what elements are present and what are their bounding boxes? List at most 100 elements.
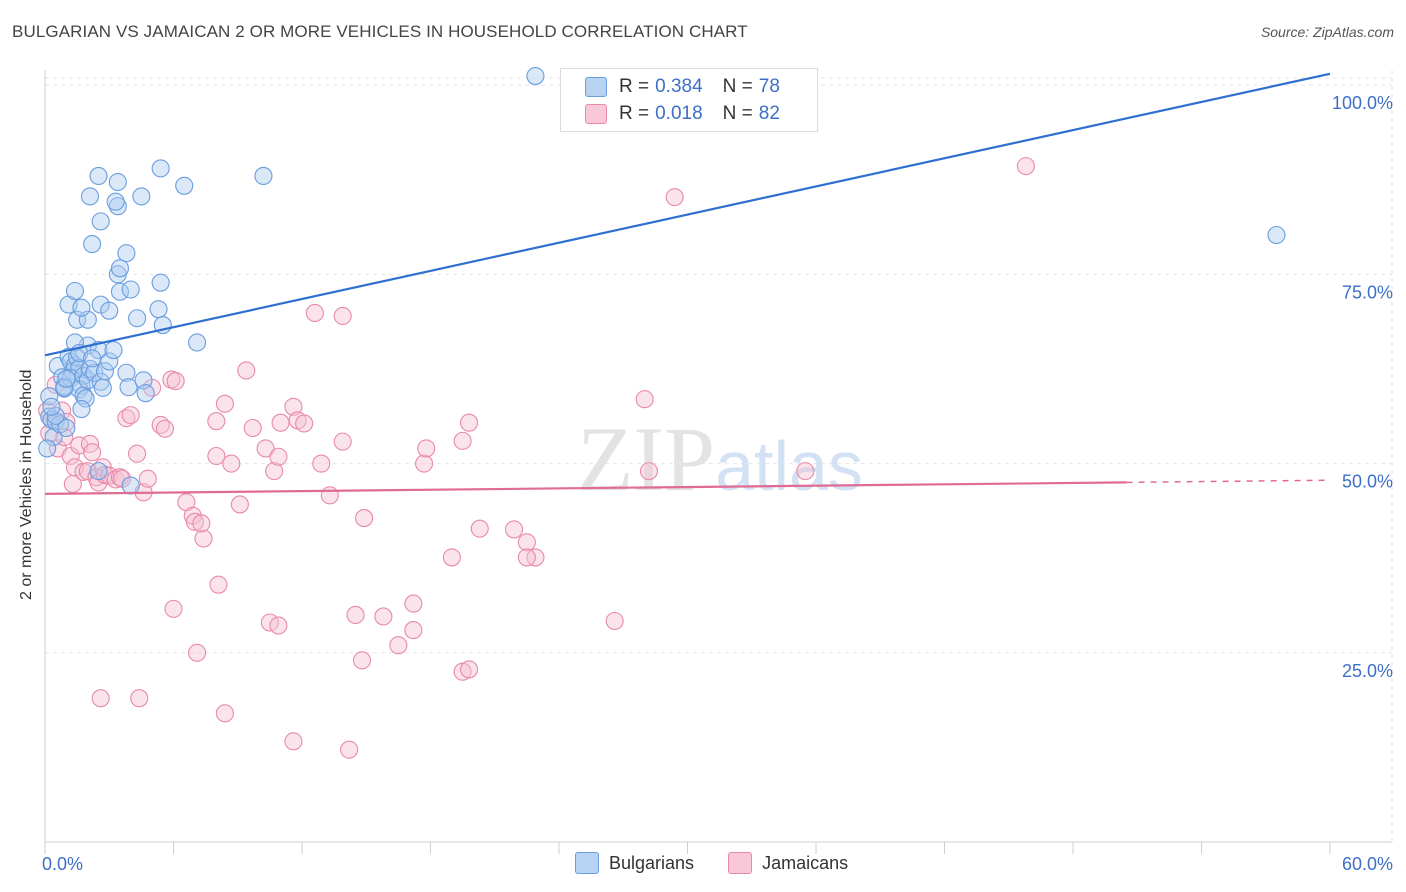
jamaicans-point [128,444,147,463]
jamaicans-point [155,419,174,438]
bulgarians-point [38,439,57,458]
bulgarians-point [72,400,91,419]
jamaicans-point [665,188,684,207]
legend-item-bulgarians[interactable]: Bulgarians [575,852,694,874]
bulgarians-point [254,166,273,186]
bulgarians-point [117,244,136,263]
jamaicans-point [83,443,102,462]
jamaicans-point [91,689,110,708]
jamaicans-point [459,660,479,679]
jamaicans-point [333,432,352,451]
bulgarians-point [89,166,108,186]
bulgarians-point [80,187,100,206]
jamaicans-point [185,512,204,531]
tick-labels: 100.0% 75.0% 50.0% 25.0% 0.0% 60.0% [42,93,1393,874]
jamaicans-point [605,611,624,631]
jamaicans-point [389,636,408,655]
legend-swatch-bulgarians [585,77,607,97]
jamaicans-point [269,447,288,466]
bulgarians-point [117,363,136,382]
bulgarians-point [110,282,130,301]
bulgarians-point [108,172,127,192]
jamaicans-point [504,520,524,539]
bulgarians-point [72,298,91,317]
legend-item-jamaicans[interactable]: Jamaicans [728,852,848,874]
jamaicans-point [138,469,157,488]
bulgarians-point [132,187,151,206]
legend-n-label: N = [722,76,753,97]
chart-title: BULGARIAN VS JAMAICAN 2 OR MORE VEHICLES… [12,22,748,41]
jamaicans-point [271,413,290,432]
jamaicans-point [374,607,393,626]
legend-n-value: 82 [758,103,780,124]
jamaicans-point [295,414,314,433]
bulgarians-point [188,333,207,352]
bulgarians-point [100,301,119,320]
bulgarians-trend-line [44,72,1331,357]
jamaicans-point [265,462,284,481]
bulgarians-point [121,476,140,495]
watermark: ZIPatlas [577,408,863,510]
legend-label-bulgarians: Bulgarians [609,852,695,873]
jamaicans-point [333,306,352,326]
jamaicans-point [305,303,324,323]
jamaicans-point [284,397,303,416]
bulgarians-point [46,406,65,425]
bulgarians-point [76,389,95,408]
bulgarians-point [151,273,170,292]
jamaicans-point [284,732,303,751]
y-tick-label: 75.0% [1342,282,1393,302]
bulgarians-point [83,235,102,254]
jamaicans-point [215,704,234,723]
legend-r-label: R = [619,103,650,124]
bulgarians-point [121,280,140,299]
bulgarians-point [65,281,85,301]
jamaicans-point [635,390,654,409]
legend-swatch-jamaicans [728,852,753,874]
bulgarians-point [93,378,112,397]
jamaicans-point [459,413,479,432]
bulgarians-point [89,462,108,481]
legend-row-jamaicans: R = 0.018 N = 82 [585,102,780,126]
bulgarians-point [526,67,545,86]
axes [44,70,1392,854]
bulgarians-point [175,176,194,195]
jamaicans-point [417,439,436,458]
bulgarians-points [38,67,1286,495]
jamaicans-point [207,446,226,466]
legend-n-label: N = [722,103,753,124]
y-tick-label: 50.0% [1342,472,1393,492]
x-tick-label: 60.0% [1342,854,1393,874]
jamaicans-point [442,548,461,567]
jamaicans-point [121,406,140,425]
jamaicans-point [215,394,234,413]
bulgarians-point [91,212,110,231]
x-tick-label: 0.0% [42,854,83,874]
legend-label-jamaicans: Jamaicans [762,852,849,873]
bulgarians-point [110,259,130,278]
jamaicans-trend-line-extension [1126,479,1331,484]
bulgarians-point [100,352,119,371]
jamaicans-point [517,548,536,567]
jamaicans-point [517,533,536,552]
legend-row-bulgarians: R = 0.384 N = 78 [585,75,780,99]
jamaicans-point [639,462,659,481]
jamaicans-point [355,509,374,528]
jamaicans-point [453,431,472,450]
legend-r-value: 0.384 [655,76,703,97]
bulgarians-point [1267,225,1286,245]
bulgarians-point [83,349,102,368]
legend-n-value: 78 [758,76,780,97]
jamaicans-point [470,519,489,538]
jamaicans-point [796,462,815,481]
jamaicans-point [269,616,288,635]
jamaicans-point [320,486,339,505]
jamaicans-point [164,599,183,618]
legend-r-label: R = [619,76,650,97]
jamaicans-point [194,529,213,548]
jamaicans-point [346,605,365,624]
series-legend: Bulgarians Jamaicans [575,852,882,874]
jamaicans-trend-line [44,481,1127,495]
jamaicans-point [340,740,359,759]
